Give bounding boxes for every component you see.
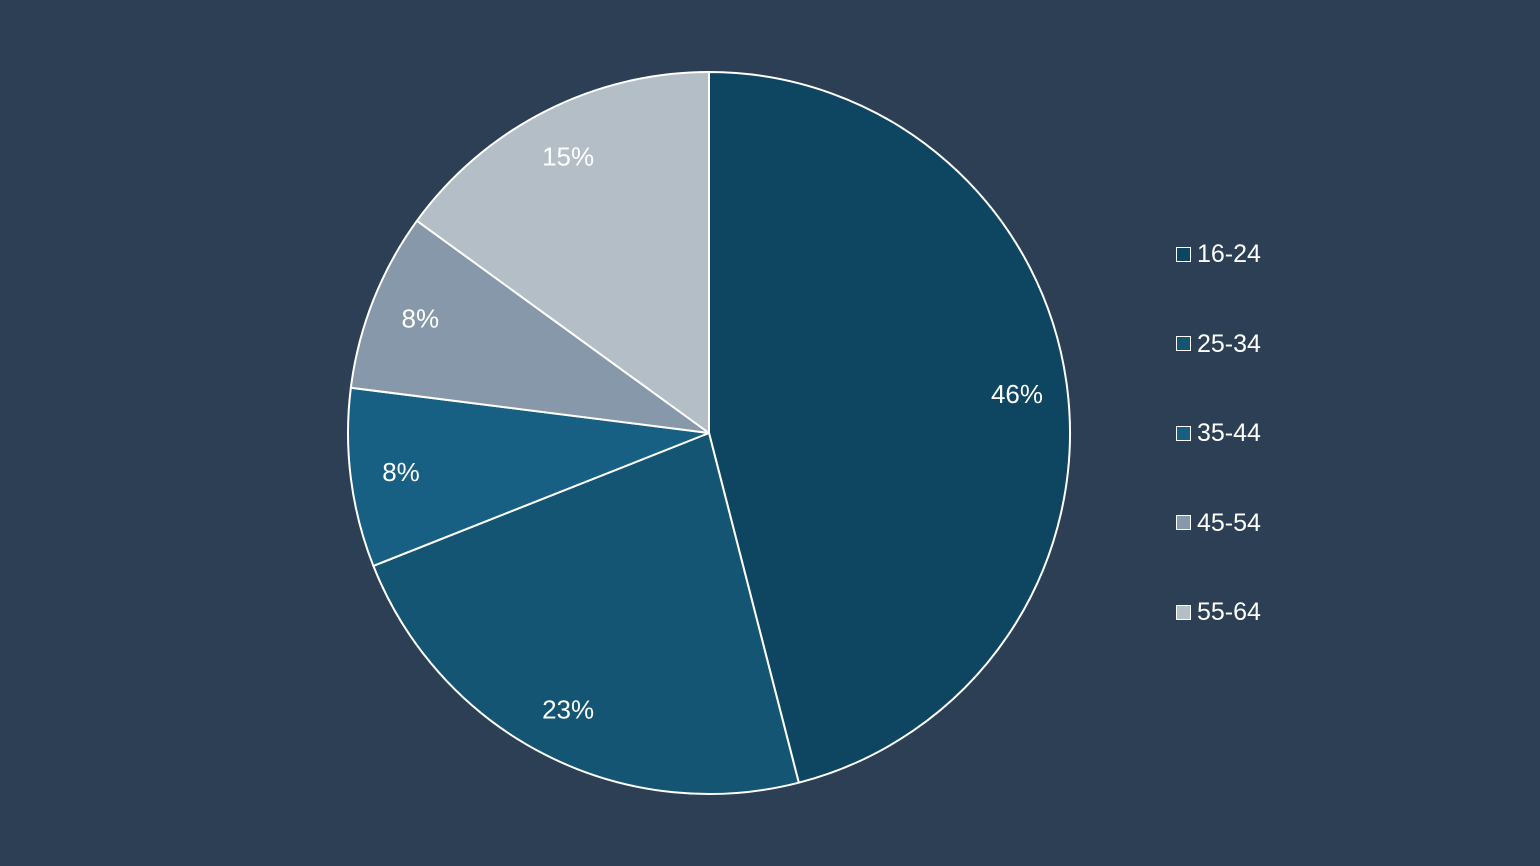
legend-item-25-34: 25-34 (1176, 328, 1376, 360)
slice-value-label: 23% (542, 695, 594, 725)
legend-label: 55-64 (1197, 598, 1261, 626)
legend-item-35-44: 35-44 (1176, 417, 1376, 449)
pie-slice-45-54 (349, 219, 710, 434)
legend-swatch (1176, 604, 1191, 620)
pie-slice-35-44 (347, 386, 710, 567)
legend-label: 25-34 (1197, 329, 1261, 358)
legend-label: 45-54 (1197, 508, 1261, 537)
slice-value-label: 8% (382, 457, 420, 487)
slice-value-label: 46% (991, 379, 1043, 409)
legend-swatch (1176, 336, 1191, 351)
pie-slice-16-24 (708, 71, 1071, 784)
legend-item-45-54: 45-54 (1176, 507, 1376, 539)
legend-label: 16-24 (1197, 240, 1261, 268)
slice-value-label: 8% (402, 304, 440, 334)
legend: 16-24 25-34 35-44 45-54 55-64 (1176, 238, 1376, 686)
legend-item-16-24: 16-24 (1176, 238, 1376, 270)
legend-item-55-64: 55-64 (1176, 596, 1376, 628)
pie-slice-25-34 (372, 432, 800, 795)
legend-swatch (1176, 515, 1191, 530)
slice-value-label: 15% (542, 141, 594, 171)
pie-value-labels: 46% 23% 8% 8% 15% (382, 141, 1043, 724)
legend-swatch (1176, 246, 1191, 262)
pie-slices (347, 71, 1071, 795)
legend-label: 35-44 (1197, 419, 1261, 447)
pie-slice-55-64 (415, 71, 710, 434)
legend-swatch (1176, 425, 1191, 441)
